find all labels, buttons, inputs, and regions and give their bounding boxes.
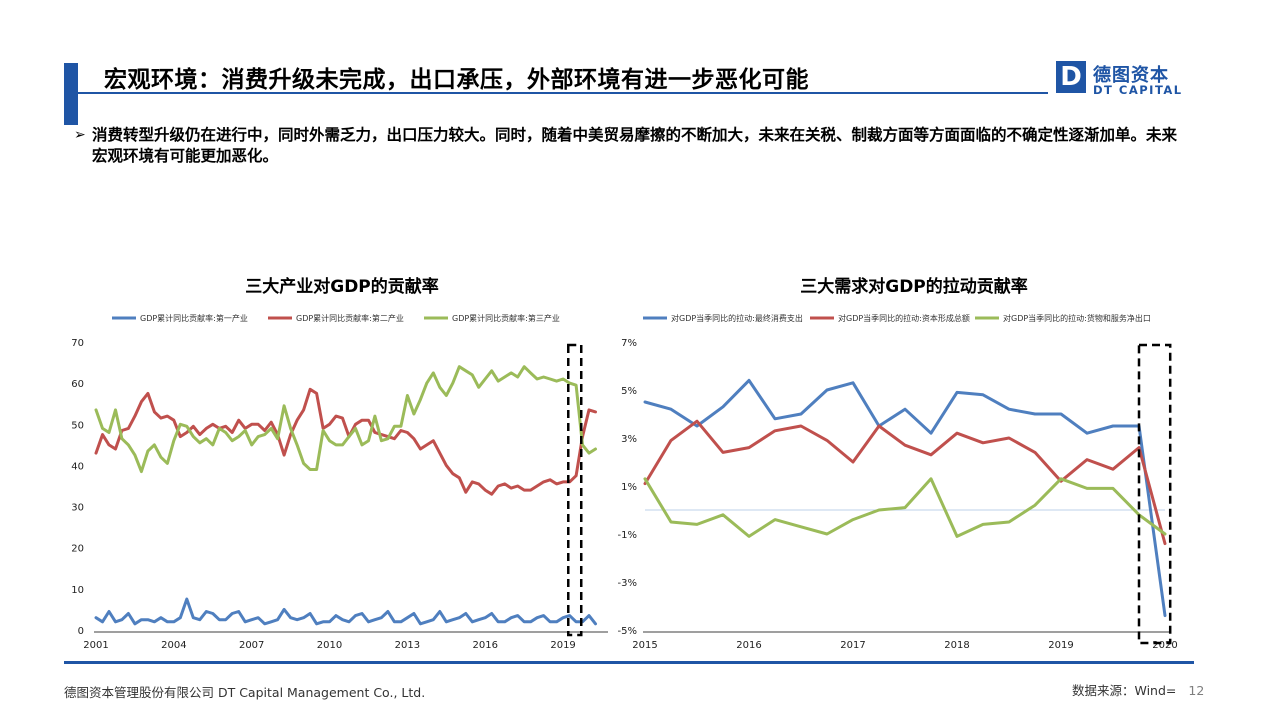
y-tick-label: 1% (621, 482, 637, 493)
y-tick-label: 0 (78, 626, 84, 637)
legend-label: 对GDP当季同比的拉动:最终消费支出 (671, 313, 803, 323)
y-tick-label: -5% (618, 626, 637, 637)
y-tick-label: 70 (71, 338, 84, 349)
series-line (643, 477, 1167, 538)
page-title: 宏观环境：消费升级未完成，出口承压，外部环境有进一步恶化可能 (104, 67, 809, 93)
y-tick-label: 60 (71, 379, 84, 390)
title-accent-bar (64, 63, 78, 125)
legend-label: 对GDP当季同比的拉动:资本形成总额 (838, 313, 970, 323)
logo-name-cn: 德图资本 (1093, 65, 1169, 86)
title-underline (78, 92, 1048, 94)
x-tick-label: 2017 (840, 640, 865, 651)
footer-rule (64, 661, 1194, 664)
legend-label: GDP累计同比贡献率:第一产业 (140, 313, 248, 323)
chart-title-demand: 三大需求对GDP的拉动贡献率 (800, 277, 1028, 297)
summary-bullet: ➢ 消费转型升级仍在进行中，同时外需乏力，出口压力较大。同时，随着中美贸易摩擦的… (74, 125, 1184, 167)
page-number: 12 (1188, 683, 1205, 698)
chart-demand-contribution: 对GDP当季同比的拉动:最终消费支出 对GDP当季同比的拉动:资本形成总额 对GDP… (618, 313, 1178, 651)
y-tick-label: 10 (71, 585, 84, 596)
y-tick-label: 40 (71, 461, 84, 472)
y-tick-label: -3% (618, 578, 637, 589)
footer-company: 德图资本管理股份有限公司 DT Capital Management Co., … (64, 685, 426, 700)
y-tick-label: 7% (621, 338, 637, 349)
highlight-dashed-box (1137, 343, 1172, 645)
y-tick-label: 30 (71, 503, 84, 514)
data-source: 数据来源：Wind= (1072, 683, 1177, 698)
logo-mark-icon (1056, 61, 1086, 93)
chart-industry-contribution: GDP累计同比贡献率:第一产业 GDP累计同比贡献率:第二产业 GDP累计同比贡献率… (71, 313, 608, 651)
summary-text: 消费转型升级仍在进行中，同时外需乏力，出口压力较大。同时，随着中美贸易摩擦的不断… (92, 126, 1178, 165)
logo-name-en: DT CAPITAL (1093, 83, 1183, 97)
legend-label: 对GDP当季同比的拉动:货物和服务净出口 (1003, 313, 1151, 323)
x-tick-label: 2016 (736, 640, 761, 651)
y-tick-label: 3% (621, 434, 637, 445)
chart-title-industries: 三大产业对GDP的贡献率 (245, 277, 439, 297)
logo-mark-letter: D (1060, 62, 1082, 92)
x-tick-label: 2007 (239, 640, 264, 651)
x-tick-label: 2010 (317, 640, 342, 651)
x-tick-label: 2015 (632, 640, 657, 651)
series-line (94, 387, 597, 496)
x-tick-label: 2016 (473, 640, 498, 651)
x-tick-label: 2018 (944, 640, 969, 651)
legend-label: GDP累计同比贡献率:第二产业 (296, 313, 404, 323)
x-tick-label: 2004 (161, 640, 186, 651)
series-line (94, 365, 597, 474)
x-tick-label: 2001 (83, 640, 108, 651)
footer-source: 数据来源：Wind= 12 (1072, 680, 1204, 699)
y-tick-label: 5% (621, 386, 637, 397)
x-tick-label: 2019 (1048, 640, 1073, 651)
x-tick-label: 2019 (550, 640, 575, 651)
series-line (643, 378, 1167, 618)
x-tick-label: 2013 (395, 640, 420, 651)
legend-label: GDP累计同比贡献率:第三产业 (452, 313, 560, 323)
series-line (643, 419, 1167, 546)
x-tick-label: 2020 (1152, 640, 1177, 651)
highlight-dashed-box (567, 343, 583, 637)
arrow-bullet-icon: ➢ (74, 127, 86, 143)
y-tick-label: 50 (71, 420, 84, 431)
y-tick-label: -1% (618, 530, 637, 541)
series-line (94, 597, 597, 626)
y-tick-label: 20 (71, 544, 84, 555)
